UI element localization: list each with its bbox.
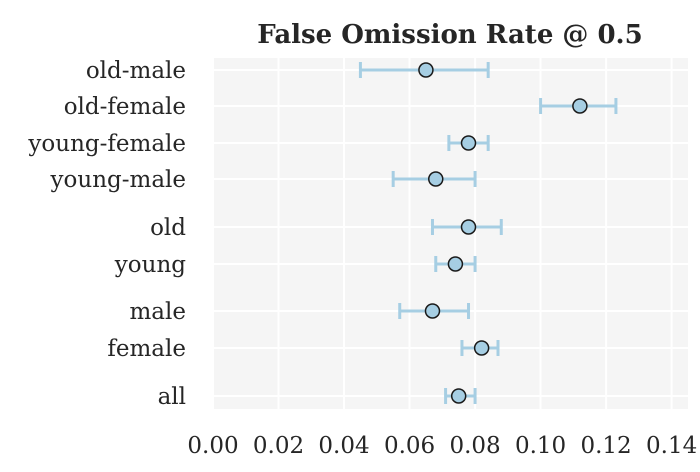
data-point bbox=[473, 340, 490, 356]
data-point-group bbox=[460, 340, 500, 356]
data-point bbox=[460, 135, 477, 151]
x-tick-labels: 0.00 0.02 0.04 0.06 0.08 0.10 0.12 0.14 bbox=[187, 433, 697, 459]
data-marks bbox=[358, 62, 618, 404]
data-point-group bbox=[447, 135, 490, 151]
data-point-group bbox=[539, 98, 618, 114]
data-point bbox=[460, 219, 477, 235]
data-point bbox=[418, 62, 434, 78]
category-label: old bbox=[150, 215, 186, 241]
x-tick-label: 0.04 bbox=[318, 433, 369, 459]
data-point-group bbox=[398, 303, 471, 319]
x-tick-label: 0.08 bbox=[449, 433, 500, 459]
plot-area bbox=[213, 58, 688, 409]
data-point-group bbox=[444, 388, 477, 404]
category-label: young-male bbox=[50, 167, 186, 193]
x-tick-label: 0.02 bbox=[253, 433, 304, 459]
category-label: young-female bbox=[27, 131, 186, 157]
x-tick-label: 0.00 bbox=[187, 433, 238, 459]
data-point bbox=[424, 303, 441, 319]
x-tick-label: 0.12 bbox=[580, 433, 631, 459]
data-point bbox=[447, 256, 464, 272]
category-label: male bbox=[130, 299, 187, 325]
category-labels: old-male old-female young-female young-male… bbox=[27, 58, 186, 410]
x-tick-label: 0.06 bbox=[384, 433, 435, 459]
category-label: all bbox=[158, 384, 186, 410]
chart-title: False Omission Rate @ 0.5 bbox=[257, 20, 642, 50]
data-point bbox=[572, 98, 588, 114]
data-point-group bbox=[430, 219, 503, 235]
data-point bbox=[450, 388, 467, 404]
category-label: young bbox=[114, 252, 186, 278]
data-point-group bbox=[358, 62, 490, 78]
x-tick-label: 0.10 bbox=[515, 433, 566, 459]
category-label: old-male bbox=[86, 58, 186, 84]
data-point bbox=[428, 171, 444, 187]
data-point-group bbox=[434, 256, 477, 272]
x-tick-label: 0.14 bbox=[646, 433, 697, 459]
data-point-group bbox=[391, 171, 477, 187]
category-label: female bbox=[107, 336, 186, 362]
category-label: old-female bbox=[64, 94, 186, 120]
